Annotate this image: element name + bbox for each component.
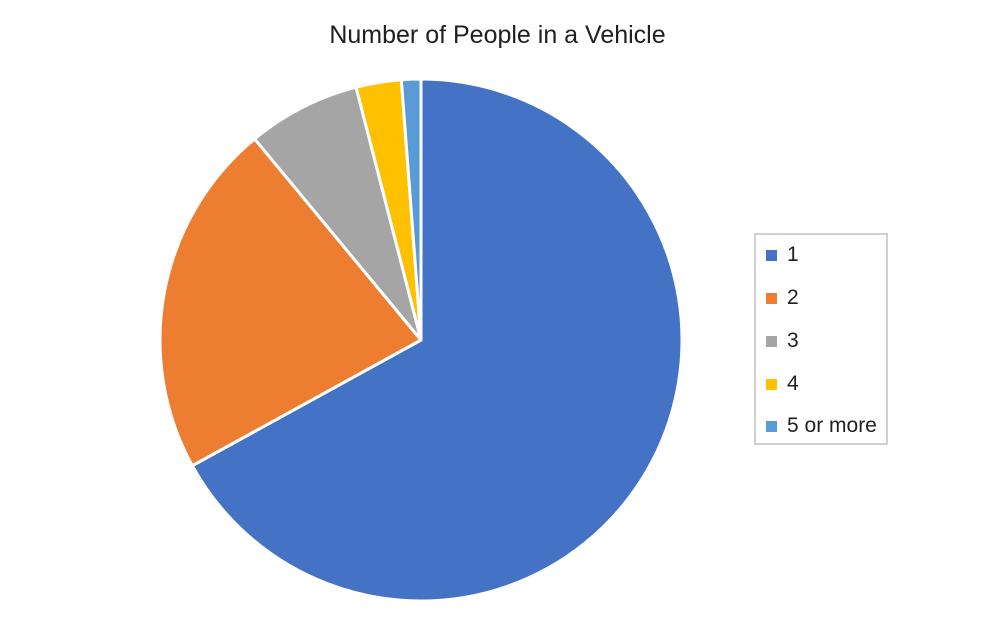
legend-swatch-5-or-more (766, 420, 777, 432)
legend-item-5-or-more: 5 or more (766, 412, 886, 440)
chart-title: Number of People in a Vehicle (329, 21, 666, 49)
legend-swatch-1 (766, 249, 777, 261)
legend-item-3: 3 (766, 327, 886, 355)
legend-swatch-4 (766, 378, 777, 390)
legend-swatch-3 (766, 335, 777, 347)
pie-slice-3 (253, 85, 423, 342)
legend-label-4: 4 (787, 372, 799, 395)
legend-swatch-2 (766, 292, 777, 304)
legend-label-3: 3 (787, 329, 799, 352)
legend-item-1: 1 (766, 241, 886, 269)
pie-slice-2 (158, 137, 423, 468)
legend-item-4: 4 (766, 370, 886, 398)
pie-slice-1 (190, 77, 684, 603)
legend-label-1: 1 (787, 243, 799, 266)
pie-slice-5-or-more (399, 77, 423, 342)
legend-item-2: 2 (766, 284, 886, 312)
legend: 1 2 3 4 5 or more (754, 233, 888, 445)
legend-label-2: 2 (787, 286, 799, 309)
legend-label-5-or-more: 5 or more (787, 414, 877, 437)
